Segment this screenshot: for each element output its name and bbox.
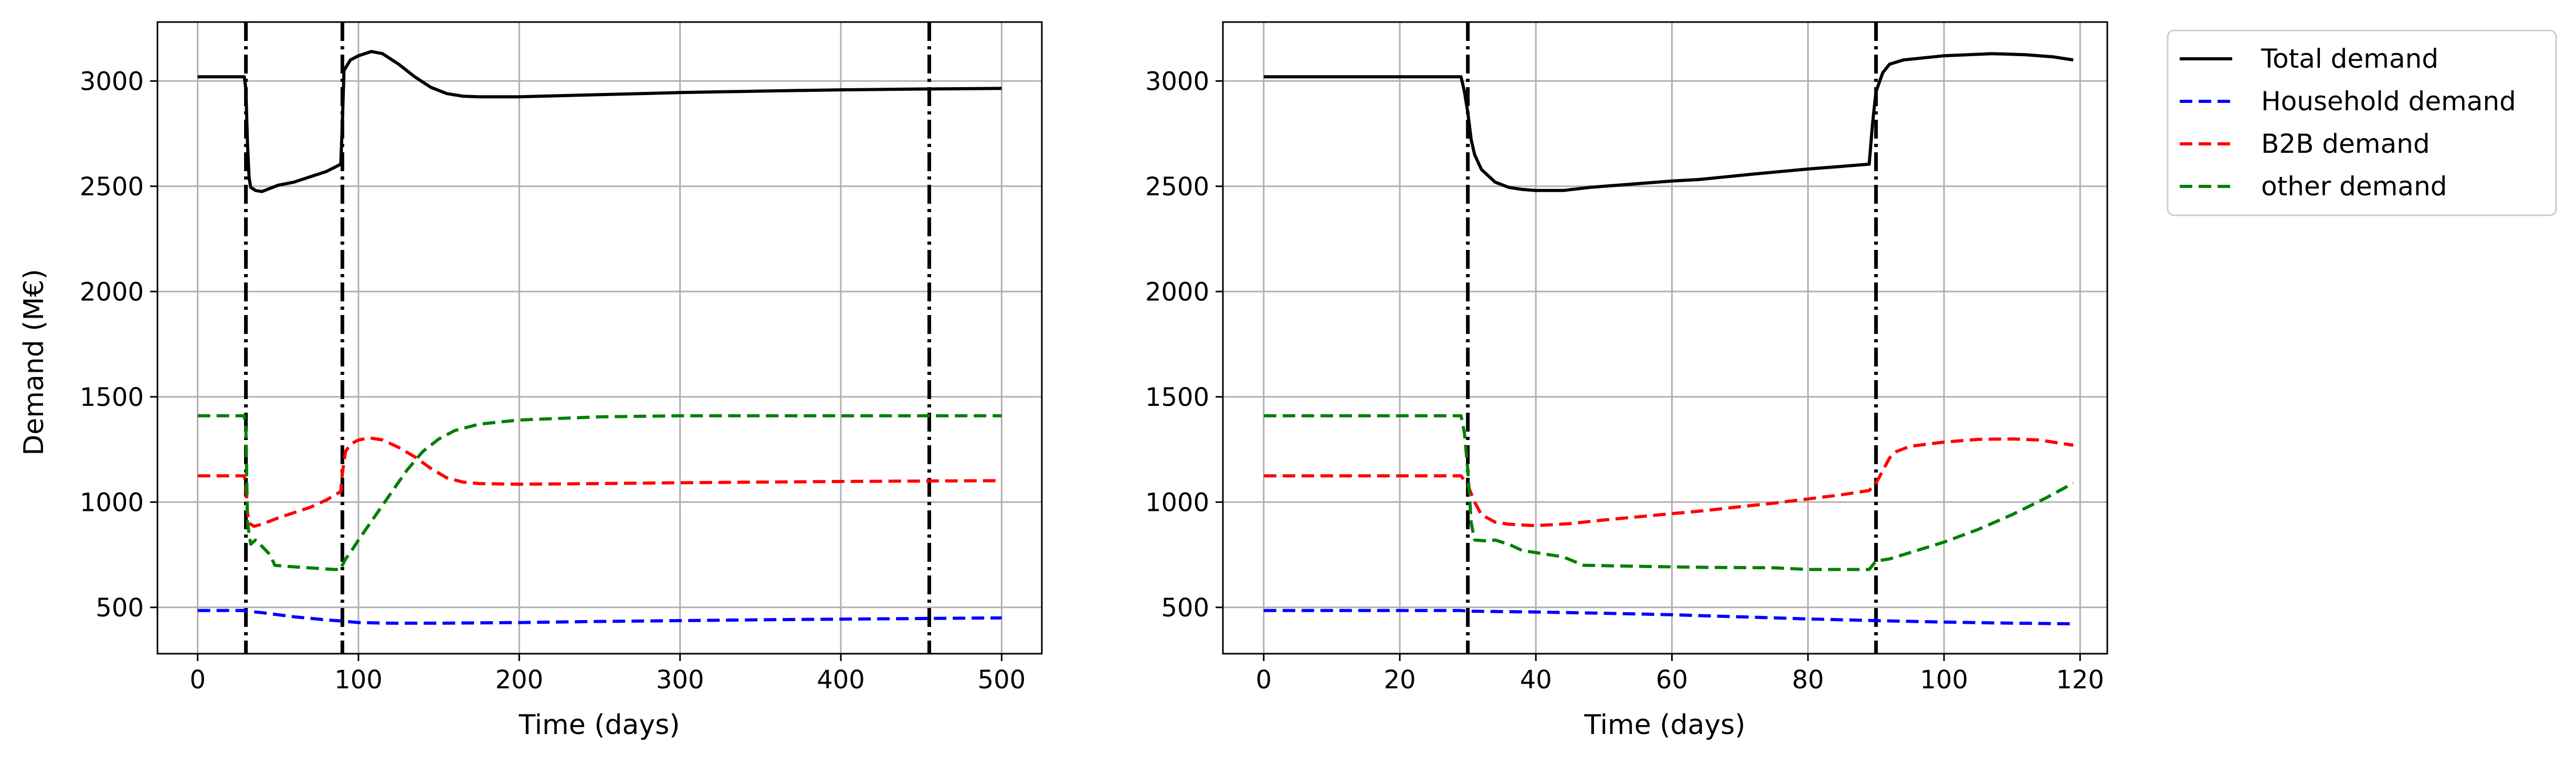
left-y-tick-label: 3000 — [80, 67, 144, 96]
legend-box — [2167, 29, 2557, 216]
right-x-axis-label: Time (days) — [1583, 709, 1745, 741]
right-axes-frame — [1222, 21, 2108, 655]
right-chart-panel: 0 20 40 60 80 100 120 500 1000 1500 2000 2500 3000 — [1145, 21, 2108, 695]
right-y-tick-label: 500 — [1161, 593, 1209, 623]
left-x-tick-label: 100 — [334, 665, 383, 695]
left-series-other-demand — [197, 414, 1002, 571]
left-y-axis-label: Demand (M€) — [18, 269, 50, 456]
right-series-household-demand — [1263, 609, 2074, 626]
right-x-tick-label: 60 — [1656, 665, 1688, 695]
left-y-tick-label: 2000 — [80, 277, 144, 307]
left-y-tick-label: 2500 — [80, 172, 144, 202]
right-y-tick-label: 2500 — [1145, 172, 1209, 202]
left-series-b2b-demand — [197, 436, 1002, 528]
legend-label-other-demand: other demand — [2261, 171, 2447, 202]
legend-label-total-demand: Total demand — [2261, 44, 2438, 74]
right-y-tick-label: 3000 — [1145, 67, 1209, 96]
legend: Total demand Household demand B2B demand ot… — [2167, 29, 2557, 216]
left-y-tick-label: 1000 — [80, 488, 144, 517]
right-y-tick-label: 2000 — [1145, 277, 1209, 307]
legend-label-household-demand: Household demand — [2261, 86, 2516, 117]
right-x-tick-label: 20 — [1384, 665, 1416, 695]
left-axes-frame — [156, 21, 1043, 655]
right-y-tick-label: 1000 — [1145, 488, 1209, 517]
right-x-tick-label: 120 — [2056, 665, 2104, 695]
left-series-household-demand — [197, 609, 1002, 625]
left-x-axis-label: Time (days) — [518, 709, 680, 741]
left-x-tick-label: 0 — [189, 665, 206, 695]
right-x-tick-label: 0 — [1255, 665, 1272, 695]
right-y-tick-label: 1500 — [1145, 383, 1209, 412]
right-x-tick-label: 40 — [1520, 665, 1552, 695]
right-series-total-demand — [1263, 52, 2074, 192]
right-series-b2b-demand — [1263, 437, 2074, 528]
left-x-tick-label: 200 — [495, 665, 544, 695]
left-x-tick-label: 500 — [978, 665, 1026, 695]
left-y-tick-label: 1500 — [80, 383, 144, 412]
left-chart-panel: 0 100 200 300 400 500 500 1000 1500 2000 2500 3000 — [80, 21, 1043, 695]
right-x-tick-label: 100 — [1920, 665, 1968, 695]
left-y-tick-label: 500 — [96, 593, 144, 623]
right-x-tick-label: 80 — [1792, 665, 1824, 695]
left-series-total-demand — [197, 50, 1002, 193]
legend-label-b2b-demand: B2B demand — [2261, 129, 2430, 159]
right-series-other-demand — [1263, 414, 2074, 571]
left-x-tick-label: 400 — [817, 665, 865, 695]
left-x-tick-label: 300 — [656, 665, 704, 695]
